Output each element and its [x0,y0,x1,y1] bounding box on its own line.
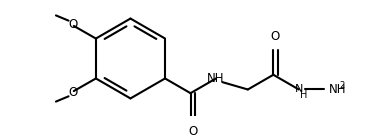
Text: N: N [295,84,303,95]
Text: 2: 2 [339,81,344,90]
Text: H: H [300,90,308,100]
Text: O: O [68,86,77,99]
Text: NH: NH [207,72,225,85]
Text: NH: NH [328,83,346,96]
Text: O: O [271,30,280,43]
Text: O: O [188,125,197,138]
Text: O: O [68,18,77,31]
